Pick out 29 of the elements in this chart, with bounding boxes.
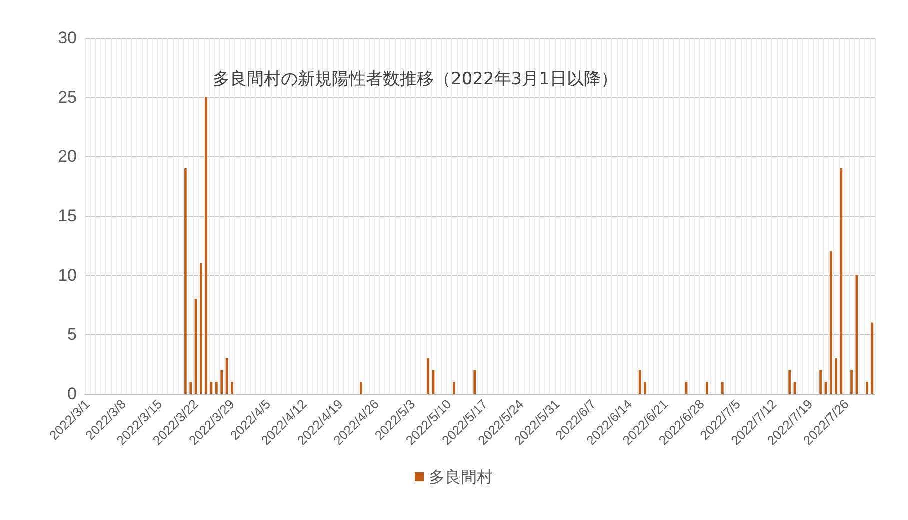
bar xyxy=(453,382,456,394)
bar xyxy=(427,358,430,394)
y-tick-label: 5 xyxy=(68,325,77,344)
bar xyxy=(722,382,724,394)
bar xyxy=(788,370,791,394)
y-tick-label: 25 xyxy=(58,88,77,107)
bar xyxy=(850,370,853,394)
y-tick-label: 10 xyxy=(58,266,77,285)
bar xyxy=(184,168,187,394)
bar xyxy=(205,97,208,394)
bar xyxy=(230,382,234,394)
bar xyxy=(474,370,476,394)
y-tick-label: 15 xyxy=(58,206,77,226)
legend-label: 多良間村 xyxy=(429,468,493,486)
bar xyxy=(830,252,832,394)
bar xyxy=(644,382,646,394)
bar xyxy=(835,358,838,394)
y-tick-label: 0 xyxy=(68,384,77,404)
text: 多良間村の新規陽性者数推移（2022年3月1日以降） xyxy=(213,70,618,90)
y-tick-label: 20 xyxy=(58,147,77,166)
bar xyxy=(706,382,708,394)
bar xyxy=(220,370,223,394)
bar xyxy=(866,382,868,394)
bar xyxy=(216,382,218,394)
bar xyxy=(190,382,192,394)
bar xyxy=(200,263,202,394)
bar xyxy=(360,382,362,394)
y-tick-label: 30 xyxy=(58,28,77,48)
bar xyxy=(820,370,822,394)
